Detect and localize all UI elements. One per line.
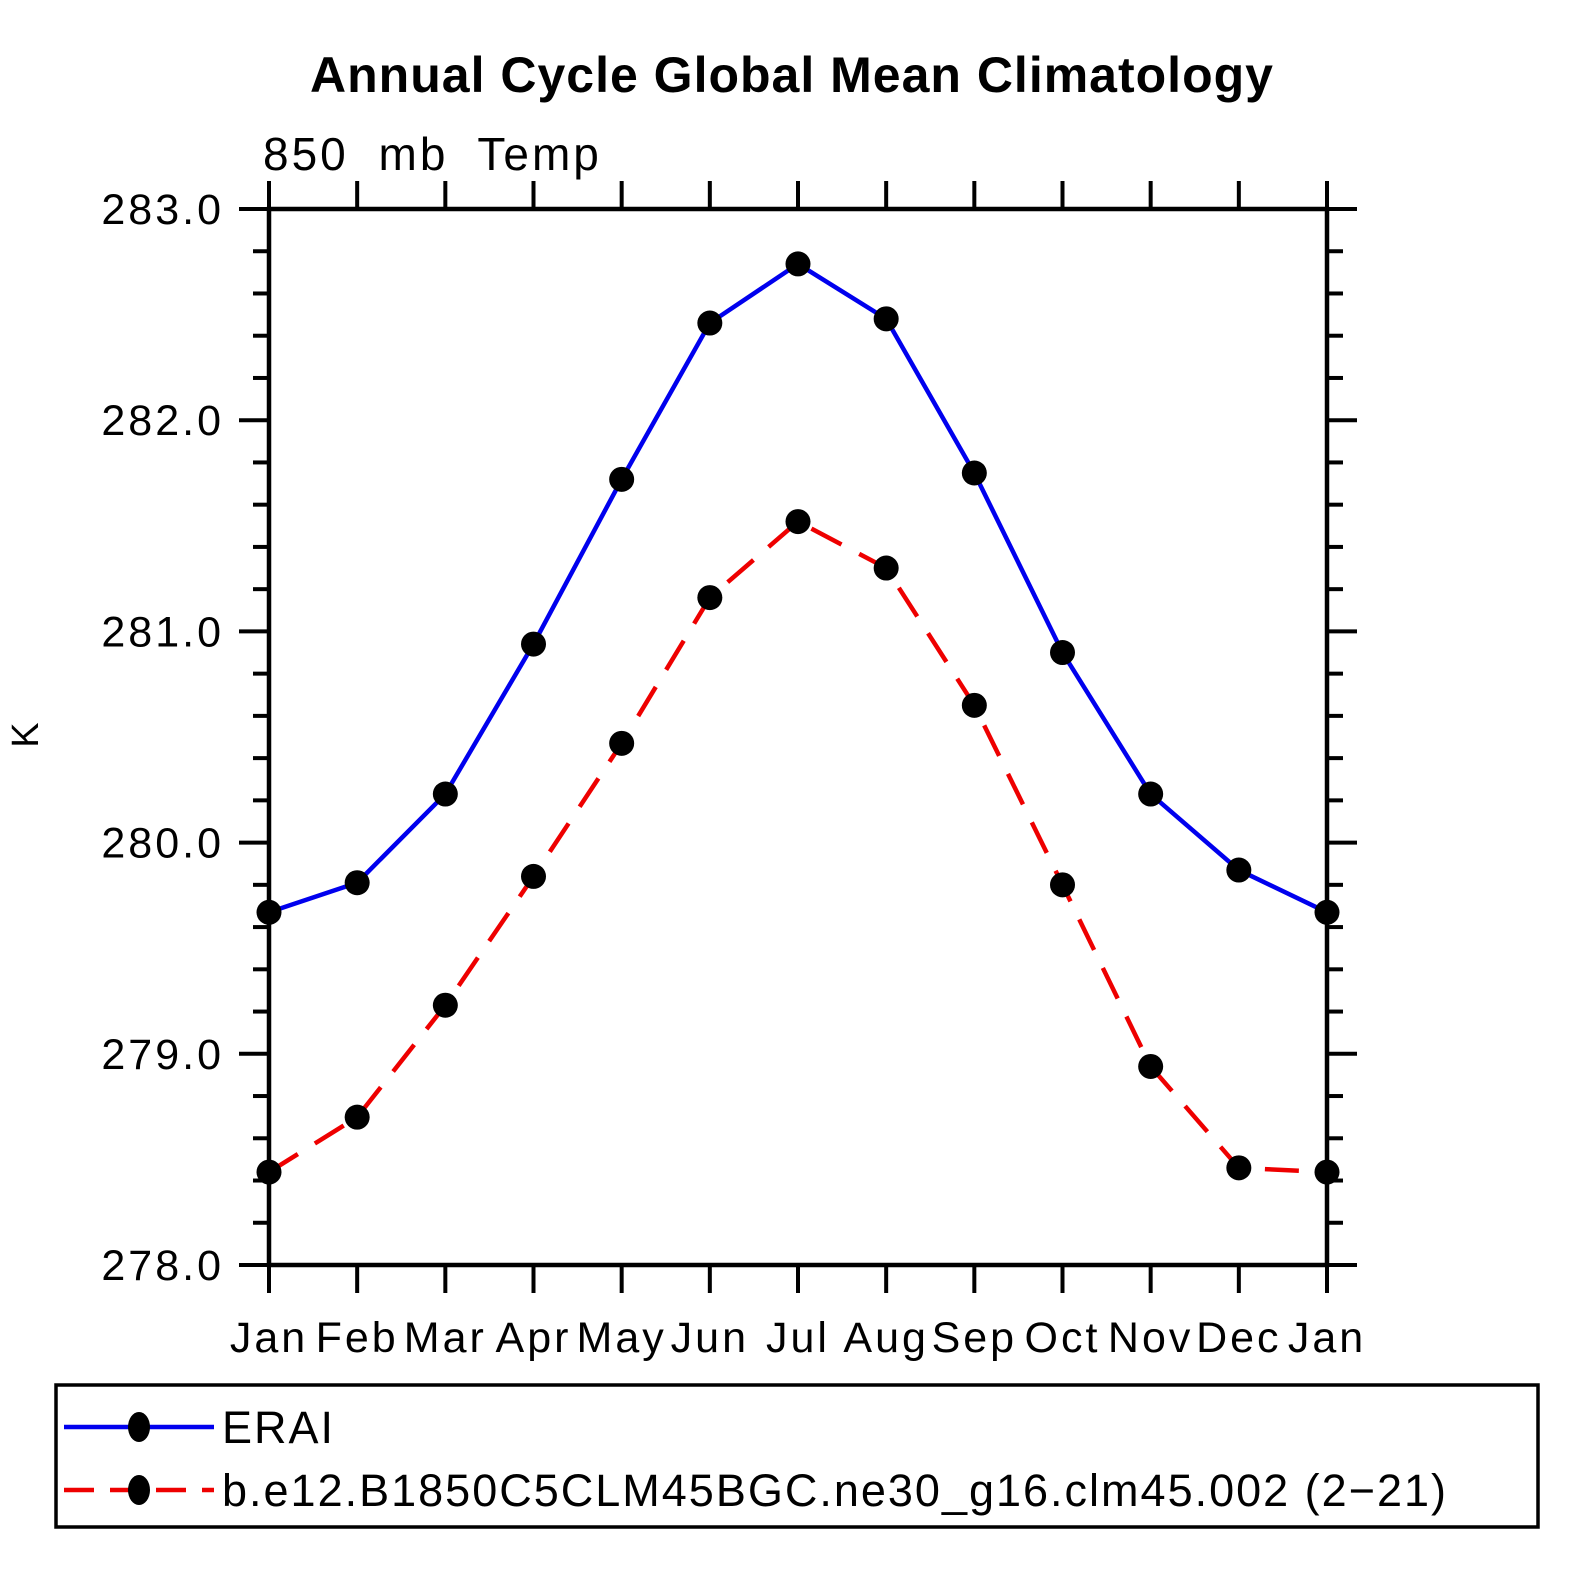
x-tick-label: Feb [316, 1314, 399, 1362]
x-tick-label: Jan [230, 1314, 308, 1362]
legend-marker-dot [128, 1475, 150, 1505]
x-tick-label: Jan [1288, 1314, 1366, 1362]
data-point-marker [961, 692, 987, 718]
legend-border [54, 1383, 1540, 1529]
x-tick-label: Dec [1196, 1314, 1281, 1362]
x-tick-label: Nov [1108, 1314, 1193, 1362]
x-tick-label: Sep [932, 1314, 1018, 1362]
data-point-marker [1226, 1155, 1252, 1181]
series-layer [256, 251, 1340, 1185]
data-point-marker [609, 466, 635, 492]
chart-title: Annual Cycle Global Mean Climatology [310, 47, 1274, 103]
data-point-marker [1050, 872, 1075, 898]
data-point-marker [432, 992, 458, 1018]
data-point-marker [1138, 781, 1164, 807]
data-point-marker [961, 460, 987, 486]
series-line-model [267, 518, 1328, 1175]
y-tick-label: 280.0 [101, 820, 224, 868]
data-point-marker [697, 310, 723, 336]
data-point-marker [344, 1104, 370, 1130]
y-axis-unit-label: K [5, 722, 47, 747]
x-tick-label: Jun [671, 1314, 749, 1362]
data-point-marker [609, 730, 635, 756]
data-point-marker [785, 509, 811, 535]
y-tick-label: 282.0 [101, 397, 224, 445]
x-tick-label: Aug [843, 1314, 929, 1362]
y-tick-label: 278.0 [101, 1242, 224, 1290]
x-tick-label: Mar [404, 1314, 487, 1362]
data-point-marker [344, 870, 370, 896]
data-point-marker [1314, 1159, 1340, 1185]
chart-subtitle: 850 mb Temp [263, 128, 602, 180]
data-point-marker [521, 631, 546, 657]
y-tick-label: 279.0 [101, 1031, 224, 1079]
legend-entry-label: ERAI [222, 1402, 335, 1453]
x-tick-label: Apr [496, 1314, 572, 1362]
data-point-marker [256, 1159, 282, 1185]
plot-frame [266, 206, 1330, 1268]
y-tick-label: 281.0 [101, 608, 224, 656]
y-tick-label: 283.0 [101, 186, 224, 234]
axes-layer: Jan Feb Mar Apr May Jun Jul Aug Sep Oct Nov Dec Jan2… [101, 181, 1366, 1362]
series-line-erai [268, 261, 1328, 915]
legend-box: ERAI b.e12.B1850C5CLM45BGC.ne30_g16.clm45… [54, 1383, 1540, 1529]
data-point-marker [1226, 857, 1252, 883]
x-tick-label: Jul [766, 1314, 830, 1362]
data-point-marker [873, 555, 899, 581]
data-point-marker [1138, 1053, 1164, 1079]
data-point-marker [432, 781, 458, 807]
x-tick-label: May [577, 1314, 667, 1362]
legend-marker-dot [128, 1412, 150, 1442]
data-point-marker [873, 306, 899, 332]
data-point-marker [785, 251, 811, 277]
data-point-marker [1050, 640, 1075, 666]
data-point-marker [521, 863, 546, 889]
data-point-marker [697, 585, 723, 611]
data-point-marker [256, 899, 282, 925]
data-point-marker [1314, 899, 1340, 925]
legend-entry-label: b.e12.B1850C5CLM45BGC.ne30_g16.clm45.002… [222, 1465, 1448, 1516]
x-tick-label: Oct [1025, 1314, 1101, 1362]
